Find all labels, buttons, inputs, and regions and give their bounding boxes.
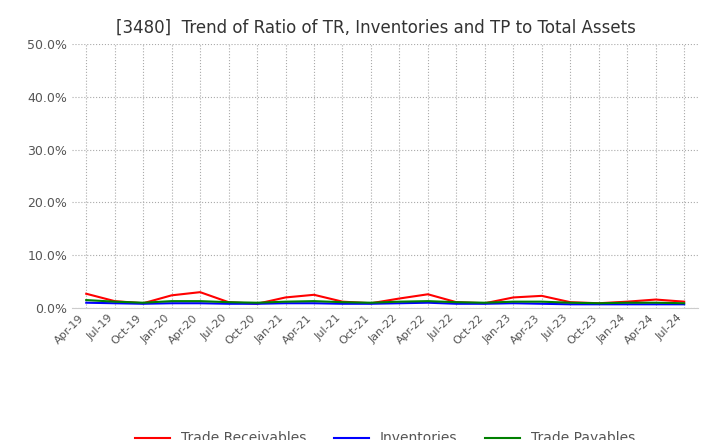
Trade Receivables <box>537 293 546 298</box>
Trade Receivables <box>566 300 575 305</box>
Inventories <box>595 302 603 307</box>
Trade Receivables <box>652 297 660 302</box>
Trade Receivables <box>225 300 233 305</box>
Trade Payables <box>310 298 318 304</box>
Trade Receivables <box>509 295 518 300</box>
Inventories <box>395 301 404 306</box>
Trade Payables <box>423 298 432 304</box>
Trade Payables <box>395 299 404 304</box>
Trade Receivables <box>452 300 461 305</box>
Text: [3480]  Trend of Ratio of TR, Inventories and TP to Total Assets: [3480] Trend of Ratio of TR, Inventories… <box>116 19 636 37</box>
Trade Payables <box>253 300 261 305</box>
Trade Payables <box>110 299 119 304</box>
Trade Receivables <box>167 293 176 298</box>
Trade Payables <box>623 300 631 305</box>
Trade Payables <box>652 300 660 305</box>
Inventories <box>167 301 176 306</box>
Trade Receivables <box>196 290 204 295</box>
Inventories <box>623 302 631 307</box>
Trade Receivables <box>253 301 261 306</box>
Trade Receivables <box>395 296 404 301</box>
Inventories <box>480 301 489 306</box>
Inventories <box>509 301 518 306</box>
Trade Payables <box>680 301 688 306</box>
Inventories <box>566 302 575 307</box>
Line: Trade Receivables: Trade Receivables <box>86 292 684 304</box>
Trade Receivables <box>480 301 489 306</box>
Trade Payables <box>366 300 375 305</box>
Trade Payables <box>566 300 575 305</box>
Trade Receivables <box>82 291 91 297</box>
Inventories <box>537 301 546 306</box>
Trade Receivables <box>366 301 375 306</box>
Inventories <box>423 300 432 305</box>
Trade Receivables <box>423 292 432 297</box>
Trade Receivables <box>282 295 290 300</box>
Inventories <box>225 301 233 306</box>
Inventories <box>253 301 261 306</box>
Inventories <box>652 302 660 307</box>
Trade Payables <box>139 300 148 305</box>
Trade Receivables <box>623 299 631 304</box>
Line: Inventories: Inventories <box>86 303 684 304</box>
Line: Trade Payables: Trade Payables <box>86 300 684 303</box>
Trade Payables <box>167 298 176 304</box>
Trade Payables <box>196 298 204 304</box>
Trade Payables <box>225 300 233 305</box>
Trade Receivables <box>680 299 688 304</box>
Inventories <box>310 301 318 306</box>
Trade Payables <box>452 300 461 305</box>
Trade Receivables <box>338 299 347 304</box>
Legend: Trade Receivables, Inventories, Trade Payables: Trade Receivables, Inventories, Trade Pa… <box>130 426 641 440</box>
Inventories <box>338 301 347 306</box>
Inventories <box>452 301 461 306</box>
Trade Payables <box>338 300 347 305</box>
Trade Receivables <box>110 298 119 304</box>
Inventories <box>139 301 148 306</box>
Inventories <box>680 302 688 307</box>
Trade Receivables <box>139 301 148 306</box>
Inventories <box>82 300 91 305</box>
Inventories <box>196 301 204 306</box>
Trade Receivables <box>310 292 318 297</box>
Inventories <box>110 301 119 306</box>
Trade Payables <box>537 299 546 304</box>
Trade Payables <box>595 301 603 306</box>
Trade Payables <box>480 300 489 305</box>
Trade Receivables <box>595 301 603 306</box>
Trade Payables <box>82 297 91 303</box>
Inventories <box>366 301 375 306</box>
Trade Payables <box>509 299 518 304</box>
Inventories <box>282 301 290 306</box>
Trade Payables <box>282 299 290 304</box>
